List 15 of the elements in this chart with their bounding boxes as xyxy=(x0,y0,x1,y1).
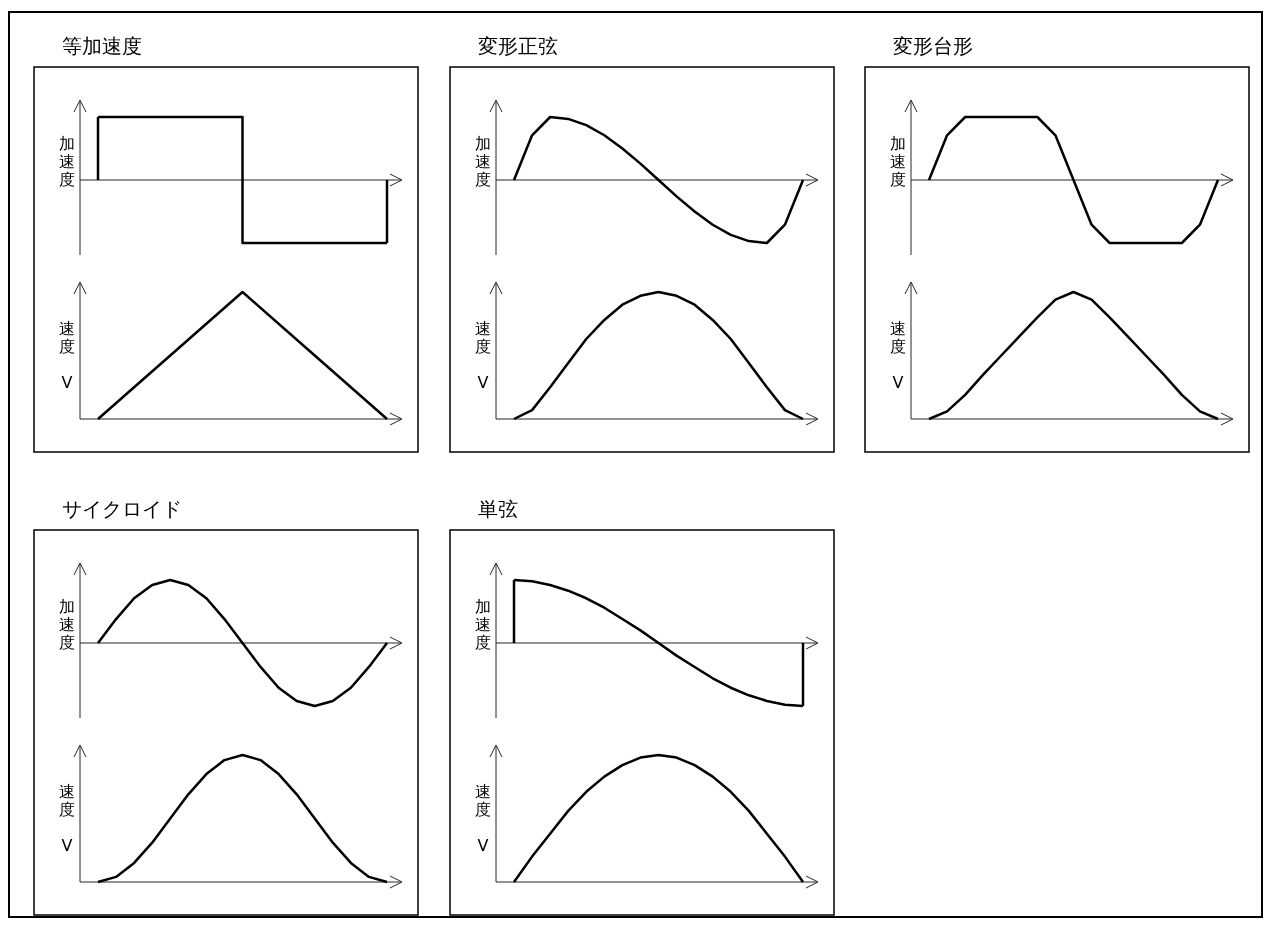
y-axis-title: 速度 V xyxy=(890,319,906,392)
y-axis-title: 加速度 xyxy=(59,597,75,652)
y-axis-title: 速度 V xyxy=(59,782,75,855)
y-axis-title: 加速度 xyxy=(890,134,906,189)
y-axis-title: 速度 V xyxy=(475,319,491,392)
chart-title: 変形台形 xyxy=(893,34,973,58)
chart-title: 変形正弦 xyxy=(478,34,558,58)
y-axis-title: 加速度 xyxy=(475,134,491,189)
y-axis-title: 速度 V xyxy=(59,319,75,392)
y-axis-title: 加速度 xyxy=(475,597,491,652)
y-axis-title: 加速度 xyxy=(59,134,75,189)
y-axis-title: 速度 V xyxy=(475,782,491,855)
chart-title: 単弦 xyxy=(478,497,518,521)
chart-title: サイクロイド xyxy=(62,497,182,521)
chart-title: 等加速度 xyxy=(62,34,142,58)
